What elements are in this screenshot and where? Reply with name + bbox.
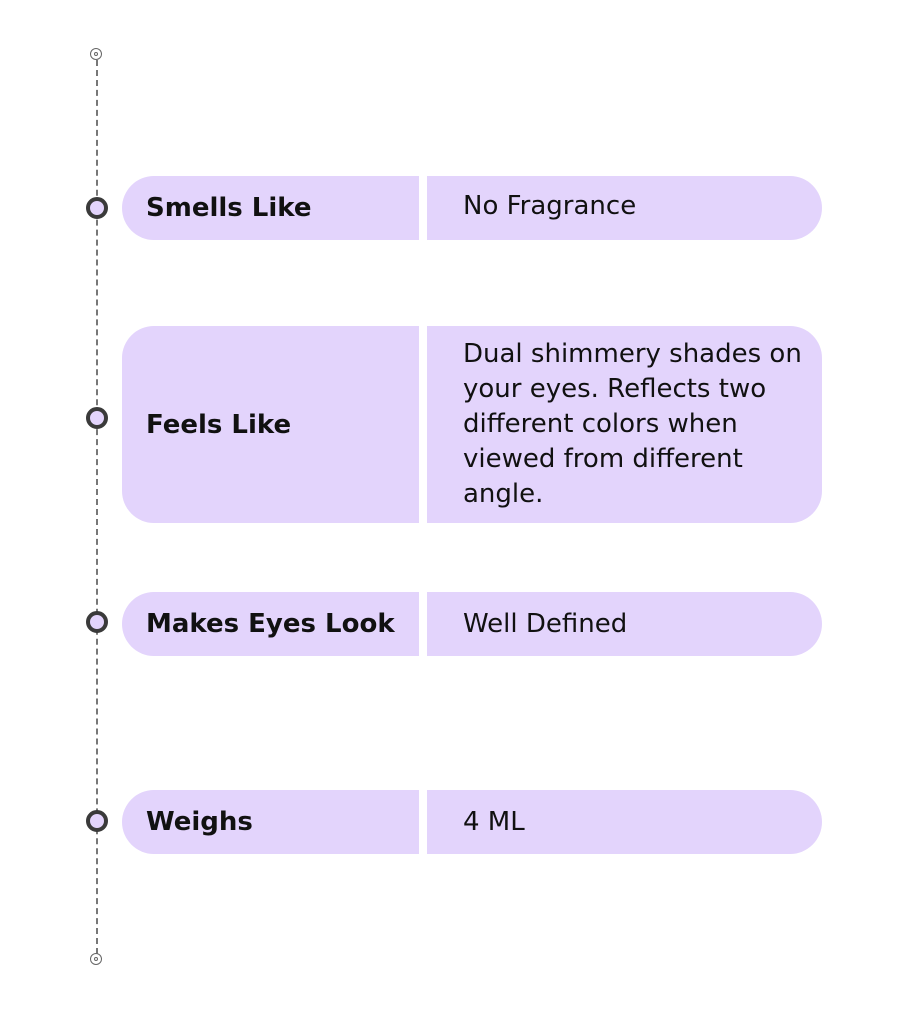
attribute-value: No Fragrance <box>427 176 822 240</box>
attribute-value: Dual shimmery shades on your eyes. Refle… <box>427 326 822 523</box>
attribute-row-eyes: Makes Eyes Look Well Defined <box>122 592 822 656</box>
timeline-node-icon <box>86 197 108 219</box>
attribute-row-weighs: Weighs 4 ML <box>122 790 822 854</box>
timeline-end-icon <box>90 953 102 965</box>
timeline-node-icon <box>86 611 108 633</box>
attribute-value: Well Defined <box>427 592 822 656</box>
attribute-row-smells: Smells Like No Fragrance <box>122 176 822 240</box>
timeline-start-icon <box>90 48 102 60</box>
attribute-row-feels: Feels Like Dual shimmery shades on your … <box>122 326 822 523</box>
attribute-label: Makes Eyes Look <box>122 592 419 656</box>
attribute-label: Weighs <box>122 790 419 854</box>
timeline-node-icon <box>86 810 108 832</box>
timeline-node-icon <box>86 407 108 429</box>
attribute-label: Feels Like <box>122 326 419 523</box>
timeline-line <box>96 60 98 954</box>
attribute-label: Smells Like <box>122 176 419 240</box>
attribute-value: 4 ML <box>427 790 822 854</box>
